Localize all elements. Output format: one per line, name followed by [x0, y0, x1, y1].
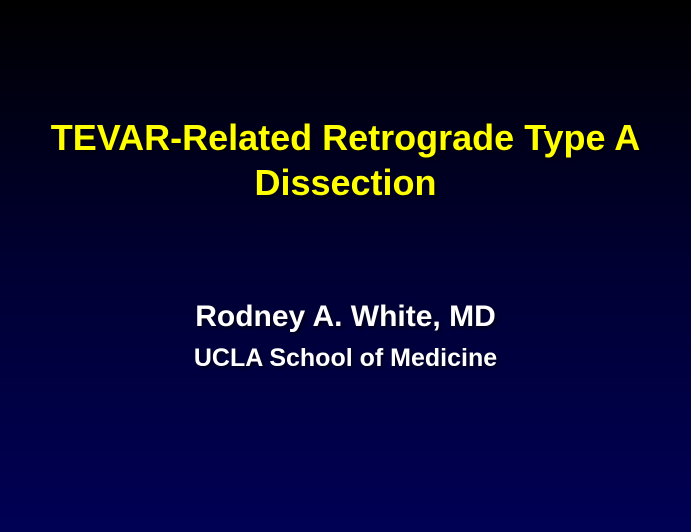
slide-title: TEVAR-Related Retrograde Type A Dissecti… [50, 115, 641, 205]
author-affiliation: UCLA School of Medicine [194, 344, 497, 373]
author-name: Rodney A. White, MD [195, 300, 496, 334]
presentation-slide: TEVAR-Related Retrograde Type A Dissecti… [0, 0, 691, 532]
